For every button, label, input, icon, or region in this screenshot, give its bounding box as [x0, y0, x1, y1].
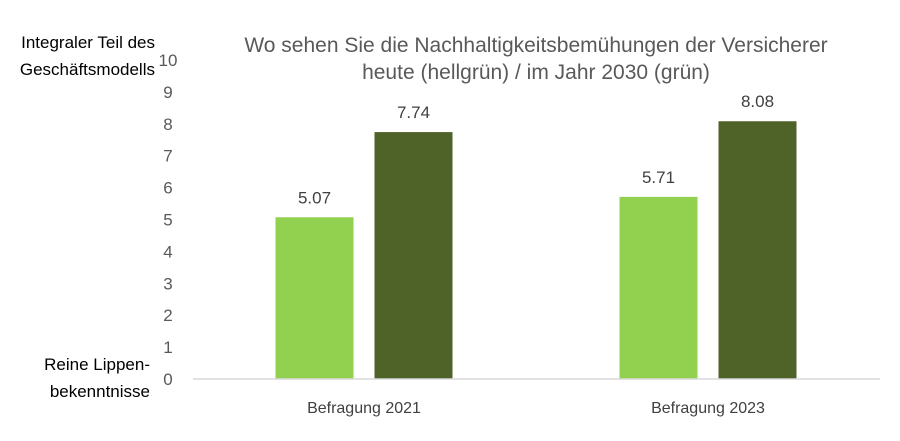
- chart-title-line-1: Wo sehen Sie die Nachhaltigkeitsbemühung…: [244, 34, 827, 57]
- y-tick-label: 6: [163, 179, 172, 198]
- data-label: 5.71: [642, 168, 675, 187]
- data-label: 7.74: [397, 103, 430, 122]
- y-tick-label: 5: [163, 211, 172, 230]
- y-top-label-line-1: Integraler Teil des: [21, 33, 155, 52]
- y-tick-label: 3: [163, 274, 172, 293]
- y-tick-label: 0: [163, 370, 172, 389]
- chart-title-line-2: heute (hellgrün) / im Jahr 2030 (grün): [362, 61, 710, 84]
- bar: [718, 121, 797, 380]
- bar: [619, 196, 698, 379]
- y-tick-label: 2: [163, 306, 172, 325]
- y-tick-label: 10: [159, 51, 178, 70]
- x-category-label: Befragung 2021: [307, 400, 421, 417]
- y-top-label-line-2: Geschäftsmodells: [20, 60, 155, 79]
- y-bottom-label-line-1: Reine Lippen-: [44, 355, 150, 374]
- bar: [275, 217, 354, 379]
- y-tick-label: 9: [163, 83, 172, 102]
- y-tick-label: 1: [163, 338, 172, 357]
- bar: [374, 132, 453, 379]
- x-category-label: Befragung 2023: [651, 400, 765, 417]
- data-label: 5.07: [298, 188, 331, 207]
- data-label: 8.08: [741, 92, 774, 111]
- y-tick-label: 4: [163, 242, 172, 261]
- y-tick-label: 8: [163, 115, 172, 134]
- y-bottom-label-line-2: bekenntnisse: [50, 382, 150, 401]
- y-tick-label: 7: [163, 147, 172, 166]
